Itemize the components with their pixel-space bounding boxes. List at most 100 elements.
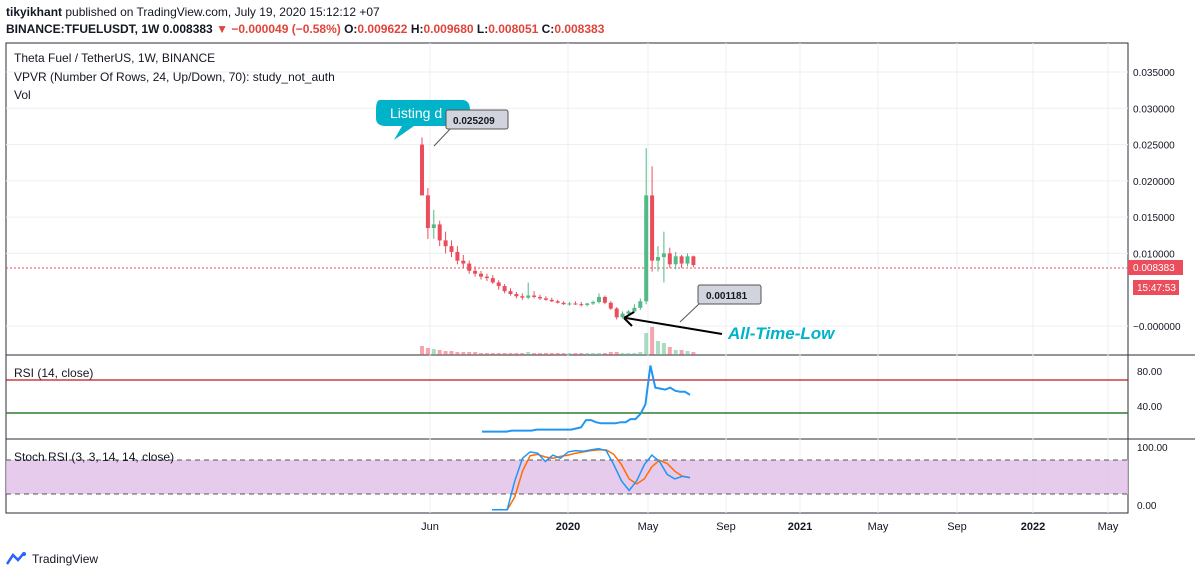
candle-body: [579, 304, 584, 306]
low-price-note[interactable]: 0.001181: [679, 284, 762, 323]
candle-body: [420, 144, 424, 196]
volume-bar: [673, 350, 678, 355]
volume-bar: [461, 352, 466, 355]
volume-bar: [579, 353, 584, 355]
candle-body: [691, 256, 696, 266]
candle-body: [644, 195, 649, 302]
tradingview-footer[interactable]: TradingView: [6, 552, 98, 566]
last-price-badge-text: 0.008383: [1133, 263, 1175, 274]
volume-bar: [667, 347, 672, 355]
volume-bar: [597, 353, 601, 355]
candle-body: [685, 256, 690, 264]
high-price-note[interactable]: 0.025209: [433, 109, 509, 147]
vol-label[interactable]: Vol: [14, 88, 31, 102]
open-label: O:: [344, 22, 358, 36]
candle-body: [561, 302, 566, 305]
volume-bar: [449, 351, 454, 355]
time-tick: May: [638, 521, 659, 533]
volume-bar: [608, 352, 613, 355]
volume-bar: [585, 353, 590, 355]
candle-body: [479, 273, 483, 277]
vpvr-label[interactable]: VPVR (Number Of Rows, 24, Up/Down, 70): …: [14, 70, 335, 84]
volume-bar: [496, 353, 501, 355]
candle-body: [614, 308, 619, 318]
high-value: 0.009680: [423, 22, 474, 36]
candle-body: [437, 224, 442, 241]
high-note-pointer: [433, 126, 453, 147]
stoch-tick-0: 0.00: [1137, 501, 1157, 512]
volume-bar: [685, 351, 690, 355]
volume-bar: [467, 352, 472, 355]
volume-bar: [632, 353, 637, 355]
atl-arrow-head-icon: [623, 311, 635, 327]
candle-body: [502, 286, 507, 292]
stoch-band: [6, 460, 1128, 494]
close-label: C:: [541, 22, 555, 36]
stoch-axis: 100.00 0.00: [1137, 443, 1168, 512]
time-axis[interactable]: Jun 2020 May Sep 2021 May Sep 2022 May: [421, 521, 1119, 533]
down-arrow-icon: ▼: [216, 22, 228, 36]
rsi-label[interactable]: RSI (14, close): [14, 366, 94, 380]
candles: [420, 137, 696, 320]
author[interactable]: tikyikhant: [6, 5, 63, 19]
candle-body: [508, 291, 513, 295]
stoch-label[interactable]: Stoch RSI (3, 3, 14, 14, close): [14, 450, 175, 464]
volume-bar: [520, 353, 525, 355]
volume-bar: [614, 352, 619, 355]
last-price: 0.008383: [162, 22, 213, 36]
candle-body: [484, 276, 489, 279]
volume-bar: [573, 353, 578, 355]
volume-bar: [473, 352, 478, 355]
tradingview-logo-icon: [6, 552, 26, 565]
rsi-tick-80: 80.00: [1137, 367, 1162, 378]
price-axis[interactable]: 0.035000 0.030000 0.025000 0.020000 0.015000…: [1133, 68, 1181, 333]
price-tick: 0.035000: [1133, 68, 1175, 79]
price-tick: 0.010000: [1133, 249, 1175, 260]
volume-bar: [532, 353, 537, 355]
candle-body: [656, 257, 660, 261]
candle-body: [567, 303, 572, 305]
last-price-badge: [1128, 260, 1183, 275]
chart-title[interactable]: Theta Fuel / TetherUS, 1W, BINANCE: [14, 51, 216, 65]
volume-bar: [591, 353, 596, 355]
volume-bar: [543, 353, 548, 355]
candle-body: [538, 296, 542, 299]
time-tick: May: [1098, 521, 1119, 533]
close-value: 0.008383: [554, 22, 605, 36]
atl-arrow[interactable]: All-Time-Low: [623, 311, 836, 343]
volume-bar: [431, 349, 436, 355]
candle-body: [549, 299, 554, 302]
candle-body: [520, 296, 525, 298]
volume-bar: [538, 353, 542, 355]
candle-body: [597, 296, 601, 303]
volume-bar: [638, 352, 643, 355]
candle-body: [667, 253, 672, 265]
candle-body: [638, 301, 643, 308]
atl-arrow-shaft: [625, 317, 723, 335]
volume-bars: [420, 327, 696, 355]
candle-body: [526, 295, 531, 298]
candle-body: [431, 224, 436, 229]
rsi-tick-40: 40.00: [1137, 402, 1162, 413]
volume-bar: [691, 352, 696, 355]
volume-bar: [437, 350, 442, 355]
ohlc-line: BINANCE:TFUELUSDT, 1W 0.008383 ▼ −0.0000…: [6, 22, 604, 36]
time-tick: 2021: [788, 521, 812, 533]
price-tick: 0.025000: [1133, 141, 1175, 152]
candle-body: [532, 295, 537, 297]
volume-bar: [514, 353, 519, 355]
candle-body: [673, 256, 678, 265]
candle-body: [661, 253, 666, 258]
candle-body: [591, 302, 596, 304]
candle-body: [555, 301, 560, 303]
volume-bar: [656, 341, 660, 355]
low-note-text: 0.001181: [706, 291, 748, 302]
volume-bar: [561, 353, 566, 355]
volume-bar: [443, 351, 448, 355]
grid: [6, 43, 1128, 513]
open-value: 0.009622: [357, 22, 408, 36]
high-note-text: 0.025209: [453, 116, 495, 127]
volume-bar: [679, 350, 684, 355]
candle-body: [490, 278, 495, 283]
